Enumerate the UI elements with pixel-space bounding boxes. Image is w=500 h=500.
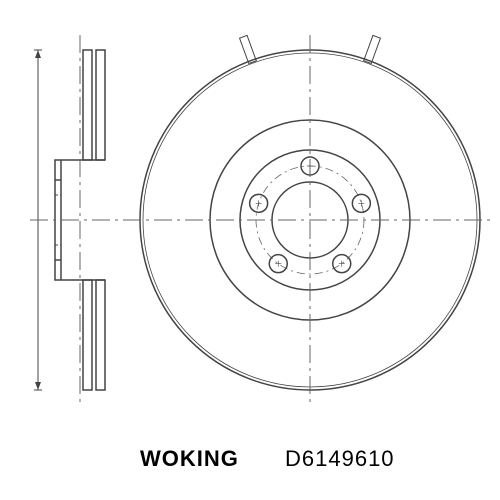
part-number-label: D6149610 [285, 446, 395, 472]
brake-disc-diagram [0, 0, 500, 500]
brand-label: WOKING [140, 446, 239, 472]
